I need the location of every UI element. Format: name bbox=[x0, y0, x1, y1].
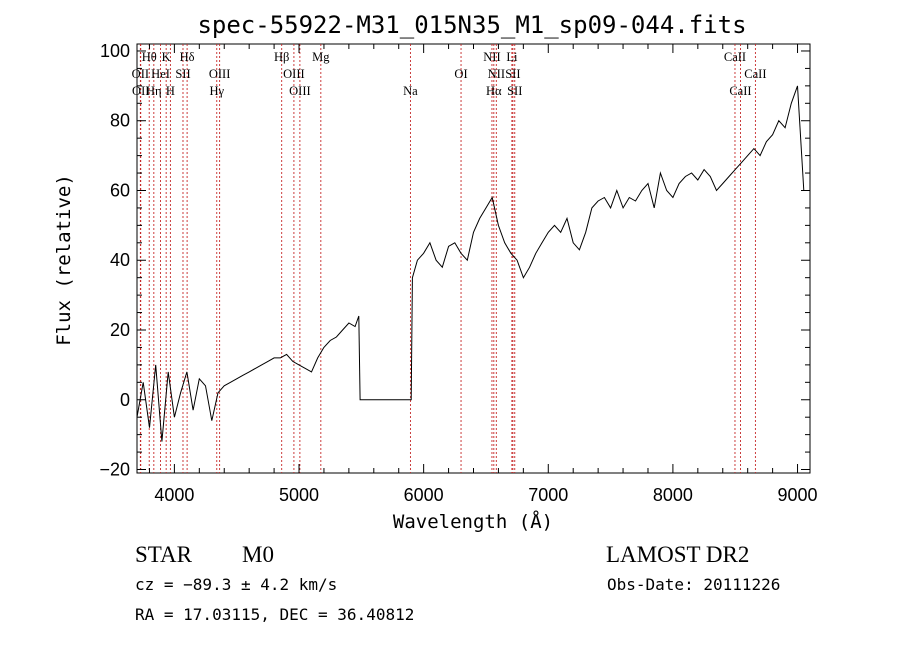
emission-line-label: OI bbox=[454, 67, 467, 81]
emission-line-label: OIII bbox=[209, 67, 231, 81]
x-axis-label: Wavelength (Å) bbox=[393, 510, 553, 533]
y-axis-ticks: −20 0 20 40 60 80 100 bbox=[99, 41, 810, 480]
x-tick-label: 8000 bbox=[653, 485, 693, 505]
spectrum-line bbox=[136, 85, 805, 442]
emission-lines bbox=[139, 44, 756, 473]
emission-line-label: OIII bbox=[283, 67, 305, 81]
emission-line-label: CaII bbox=[729, 84, 751, 98]
y-tick-label: 40 bbox=[110, 250, 130, 270]
x-tick-label: 9000 bbox=[778, 485, 818, 505]
y-tick-label: 80 bbox=[110, 111, 130, 131]
emission-line-label: H bbox=[166, 84, 175, 98]
emission-line-label: Mg bbox=[312, 50, 330, 64]
x-tick-label: 5000 bbox=[279, 485, 319, 505]
object-class: STAR bbox=[135, 542, 193, 567]
redshift-text: cz = −89.3 ± 4.2 km/s bbox=[135, 575, 337, 594]
x-tick-label: 4000 bbox=[154, 485, 194, 505]
y-tick-label: 100 bbox=[100, 41, 130, 61]
emission-line-label: OII bbox=[132, 67, 149, 81]
emission-line-label: Hγ bbox=[209, 84, 224, 98]
emission-line-label: NII bbox=[483, 50, 500, 64]
emission-line-label: K bbox=[162, 50, 171, 64]
emission-line-label: Hδ bbox=[180, 50, 195, 64]
chart-title: spec-55922-M31_015N35_M1_sp09-044.fits bbox=[197, 11, 746, 39]
emission-line-label: CaII bbox=[744, 67, 766, 81]
emission-line-label: NII bbox=[488, 67, 505, 81]
emission-line-label: OIII bbox=[289, 84, 311, 98]
emission-line-label: SII bbox=[507, 84, 522, 98]
emission-line-label: CaII bbox=[724, 50, 746, 64]
object-subclass: M0 bbox=[242, 542, 274, 567]
emission-line-label: Hα bbox=[486, 84, 502, 98]
x-axis-ticks: 4000 5000 6000 7000 8000 9000 bbox=[148, 44, 818, 505]
y-tick-label: −20 bbox=[99, 460, 130, 480]
emission-line-label: Hβ bbox=[274, 50, 289, 64]
y-tick-label: 20 bbox=[110, 320, 130, 340]
emission-line-label: SII bbox=[175, 67, 190, 81]
coordinates-text: RA = 17.03115, DEC = 36.40812 bbox=[135, 605, 414, 624]
obs-date-text: Obs-Date: 20111226 bbox=[607, 575, 780, 594]
y-tick-label: 0 bbox=[120, 390, 130, 410]
emission-line-label: HeI bbox=[151, 67, 170, 81]
x-tick-label: 7000 bbox=[528, 485, 568, 505]
emission-line-label: Li bbox=[506, 50, 518, 64]
emission-line-label: Hθ bbox=[142, 50, 157, 64]
emission-line-label: Hη bbox=[146, 84, 162, 98]
survey-name: LAMOST DR2 bbox=[606, 542, 749, 567]
emission-line-label: OII bbox=[132, 84, 149, 98]
plot-frame bbox=[136, 43, 811, 474]
y-axis-label: Flux (relative) bbox=[53, 174, 75, 346]
emission-line-label: SII bbox=[505, 67, 520, 81]
x-tick-label: 6000 bbox=[404, 485, 444, 505]
y-tick-label: 60 bbox=[110, 180, 130, 200]
emission-line-label: Na bbox=[403, 84, 418, 98]
